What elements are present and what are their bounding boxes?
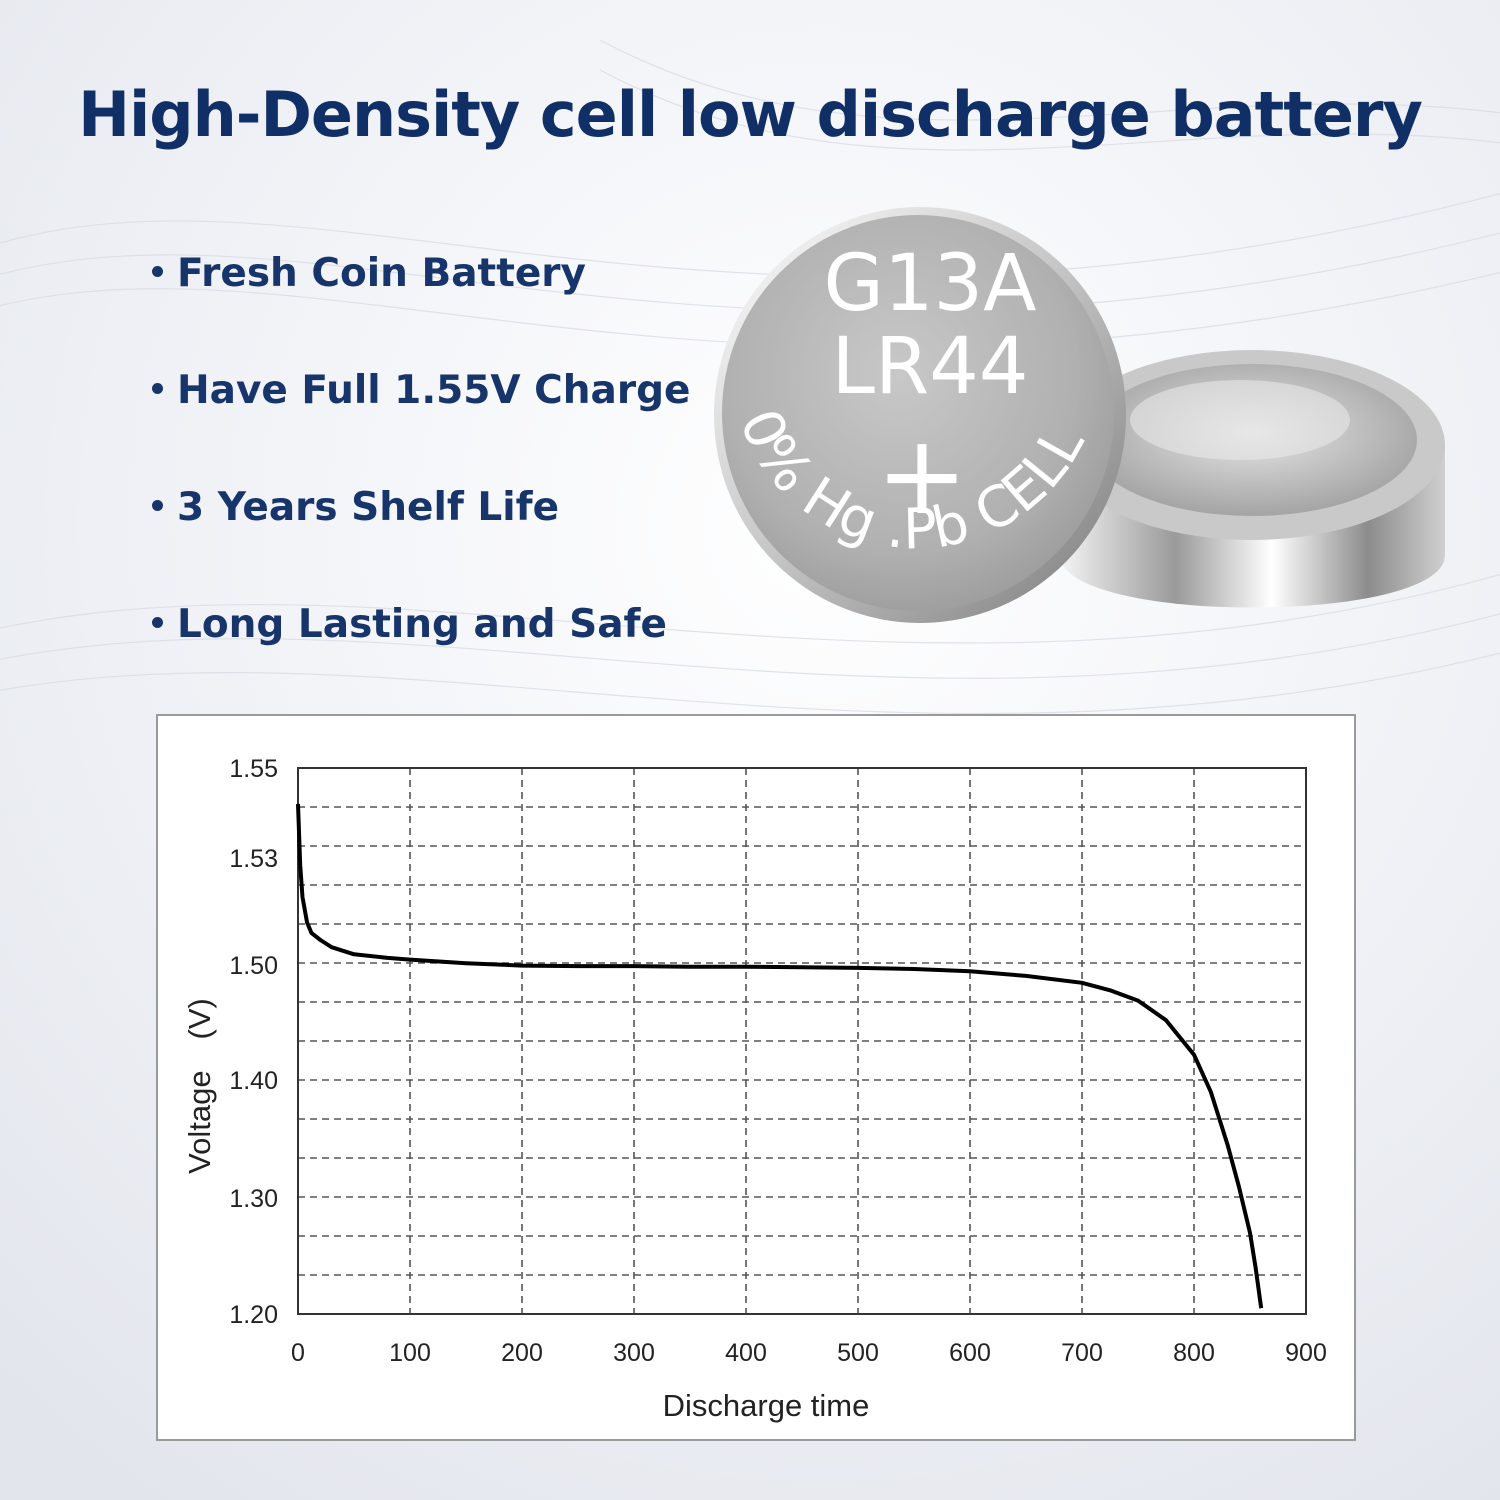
feature-label: Long Lasting and Safe	[177, 602, 667, 647]
battery-model-label: G13A	[823, 239, 1036, 329]
feature-list: Fresh Coin Battery Have Full 1.55V Charg…	[152, 250, 690, 718]
discharge-chart-panel: 0 100 200 300 400 500 600 700 800 900 1.20 1.30 1.4…	[156, 714, 1356, 1441]
x-tick-label: 700	[1061, 1339, 1103, 1367]
feature-item: Have Full 1.55V Charge	[152, 367, 690, 484]
feature-label: 3 Years Shelf Life	[177, 485, 560, 530]
feature-item: Fresh Coin Battery	[152, 250, 690, 367]
coin-battery-image: G13A LR44 + 0% Hg .Pb CELL	[714, 207, 1445, 623]
x-axis-label: Discharge time	[663, 1388, 870, 1423]
discharge-chart: 0 100 200 300 400 500 600 700 800 900 1.20 1.30 1.4…	[182, 755, 1327, 1423]
x-tick-label: 200	[501, 1339, 543, 1367]
headline: High-Density cell low discharge battery	[78, 78, 1423, 151]
y-tick-label: 1.40	[229, 1067, 278, 1095]
x-tick-label: 300	[613, 1339, 655, 1367]
x-tick-label: 400	[725, 1339, 767, 1367]
x-tick-label: 600	[949, 1339, 991, 1367]
x-tick-labels: 0 100 200 300 400 500 600 700 800 900	[291, 1339, 1327, 1367]
x-tick-label: 900	[1285, 1339, 1327, 1367]
battery-type-label: LR44	[832, 322, 1029, 412]
bullet-icon	[152, 383, 163, 394]
y-axis-label: Voltage (V)	[182, 998, 217, 1174]
x-tick-label: 0	[291, 1339, 305, 1367]
grid-lines	[298, 768, 1306, 1314]
y-tick-label: 1.20	[229, 1301, 278, 1329]
discharge-curve	[296, 803, 1264, 1309]
y-tick-label: 1.53	[229, 845, 278, 873]
feature-item: 3 Years Shelf Life	[152, 484, 690, 601]
x-tick-label: 100	[389, 1339, 431, 1367]
y-tick-label: 1.50	[229, 952, 278, 980]
x-tick-label: 800	[1173, 1339, 1215, 1367]
bullet-icon	[152, 500, 163, 511]
plot-frame	[297, 767, 1307, 1315]
plus-terminal-label: +	[876, 411, 968, 539]
y-tick-label: 1.55	[229, 755, 278, 783]
x-tick-label: 500	[837, 1339, 879, 1367]
feature-item: Long Lasting and Safe	[152, 601, 690, 718]
y-tick-label: 1.30	[229, 1185, 278, 1213]
y-tick-labels: 1.20 1.30 1.40 1.50 1.53 1.55	[229, 755, 278, 1329]
bullet-icon	[152, 266, 163, 277]
feature-label: Have Full 1.55V Charge	[177, 368, 691, 413]
feature-label: Fresh Coin Battery	[177, 251, 586, 296]
bullet-icon	[152, 617, 163, 628]
